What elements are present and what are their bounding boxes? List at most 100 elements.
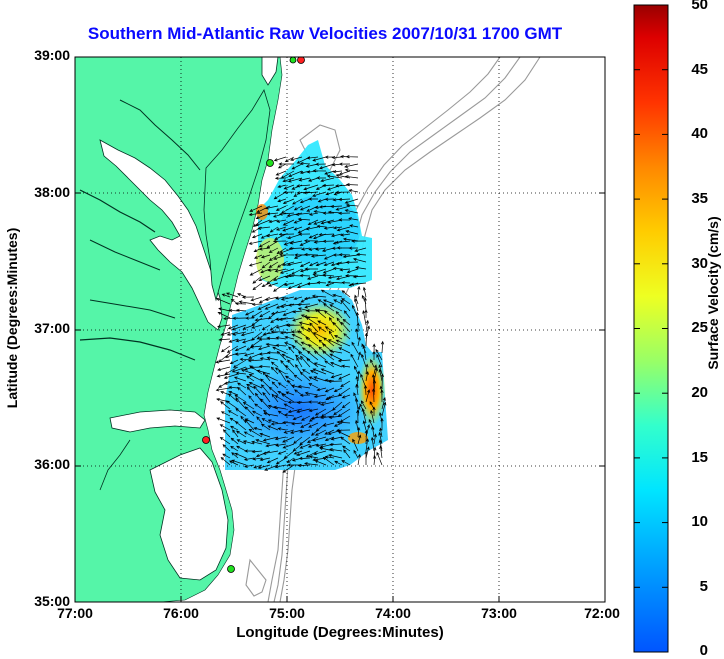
velocity-arrow <box>319 163 335 170</box>
velocity-arrow <box>338 253 351 257</box>
velocity-arrow <box>286 261 303 267</box>
velocity-arrow <box>365 363 369 375</box>
velocity-arrow <box>296 184 311 188</box>
velocity-arrow <box>300 341 311 347</box>
velocity-arrow <box>288 246 303 251</box>
velocity-arrow <box>314 429 327 436</box>
velocity-arrow <box>294 389 303 396</box>
velocity-arrow <box>243 431 255 438</box>
velocity-arrow <box>329 349 343 354</box>
velocity-arrow <box>335 311 343 319</box>
velocity-arrow <box>341 298 351 305</box>
velocity-arrow <box>218 338 231 342</box>
velocity-arrow <box>341 401 351 409</box>
velocity-arrow <box>364 450 368 465</box>
velocity-arrow <box>286 457 295 463</box>
velocity-arrow <box>232 331 247 336</box>
velocity-arrow <box>261 324 271 331</box>
velocity-arrow <box>233 376 247 382</box>
velocity-arrow <box>344 209 359 214</box>
velocity-arrow <box>324 326 335 333</box>
velocity-arrow <box>340 436 351 445</box>
velocity-arrow <box>311 294 327 298</box>
velocity-arrow <box>244 406 255 417</box>
velocity-arrow <box>232 429 239 438</box>
velocity-arrow <box>274 436 287 441</box>
velocity-arrow <box>258 296 271 304</box>
velocity-arrow <box>306 350 319 361</box>
velocity-arrow <box>274 233 287 240</box>
velocity-arrow <box>310 254 327 258</box>
velocity-arrow <box>282 226 295 232</box>
bay-upper <box>119 99 201 171</box>
velocity-arrow <box>314 460 327 466</box>
velocity-arrow <box>277 184 287 189</box>
velocity-arrow <box>299 261 311 267</box>
velocity-arrow <box>353 449 359 459</box>
velocity-arrow <box>356 252 367 257</box>
velocity-arrow <box>325 282 335 287</box>
velocity-arrow <box>283 403 295 410</box>
velocity-arrow <box>267 419 279 424</box>
velocity-arrow <box>336 226 351 232</box>
velocity-arrow <box>258 240 271 248</box>
velocity-arrow <box>287 400 303 404</box>
velocity-arrow <box>329 447 343 452</box>
velocity-arrow <box>343 449 351 459</box>
velocity-arrow <box>285 365 295 375</box>
velocity-arrow <box>275 226 287 231</box>
velocity-arrow <box>327 339 343 347</box>
velocity-arrow <box>215 387 231 392</box>
velocity-arrow <box>236 439 247 445</box>
velocity-arrow <box>249 345 263 349</box>
velocity-arrow <box>247 359 263 363</box>
velocity-arrow <box>217 312 231 319</box>
velocity-arrow <box>282 436 295 443</box>
velocity-arrow <box>249 205 263 212</box>
velocity-arrow <box>298 456 311 461</box>
velocity-arrow <box>224 366 239 375</box>
velocity-arrow <box>282 219 295 226</box>
velocity-arrow <box>246 345 255 351</box>
velocity-arrow <box>261 282 271 288</box>
velocity-arrow <box>277 427 287 431</box>
velocity-arrow <box>300 422 311 428</box>
velocity-arrow <box>275 296 287 300</box>
velocity-arrow <box>364 309 368 318</box>
velocity-arrow <box>257 345 271 351</box>
velocity-arrow <box>355 383 359 396</box>
velocity-arrow <box>278 369 287 382</box>
velocity-arrow <box>343 310 351 319</box>
map-title: Southern Mid-Atlantic Raw Velocities 200… <box>87 24 563 43</box>
velocity-arrow <box>323 261 335 267</box>
velocity-arrow <box>379 445 383 459</box>
velocity-arrow <box>222 453 231 459</box>
velocity-arrow <box>240 368 255 375</box>
velocity-arrow <box>318 339 327 347</box>
velocity-arrow <box>378 439 383 452</box>
velocity-arrow <box>309 370 319 375</box>
station-marker-wallops <box>266 159 274 167</box>
velocity-arrow <box>275 170 287 176</box>
velocity-arrow <box>313 362 327 368</box>
velocity-arrows <box>215 154 387 473</box>
velocity-arrow <box>220 331 231 336</box>
velocity-arrow <box>288 346 295 354</box>
velocity-arrow <box>351 304 359 319</box>
velocity-arrow <box>373 367 378 382</box>
velocity-arrow <box>251 302 263 306</box>
velocity-arrow <box>271 393 279 403</box>
velocity-arrow <box>234 420 247 431</box>
velocity-arrow <box>278 317 295 321</box>
velocity-arrow <box>280 359 287 368</box>
velocity-arrow <box>227 324 239 330</box>
velocity-arrow <box>322 268 335 274</box>
velocity-arrow <box>308 455 319 459</box>
velocity-arrow <box>317 198 327 203</box>
velocity-arrow <box>338 211 351 215</box>
velocity-arrow <box>344 175 359 179</box>
velocity-arrow <box>270 366 279 375</box>
velocity-arrow <box>346 268 359 274</box>
velocity-arrow <box>316 176 327 180</box>
velocity-arrow <box>266 356 279 361</box>
